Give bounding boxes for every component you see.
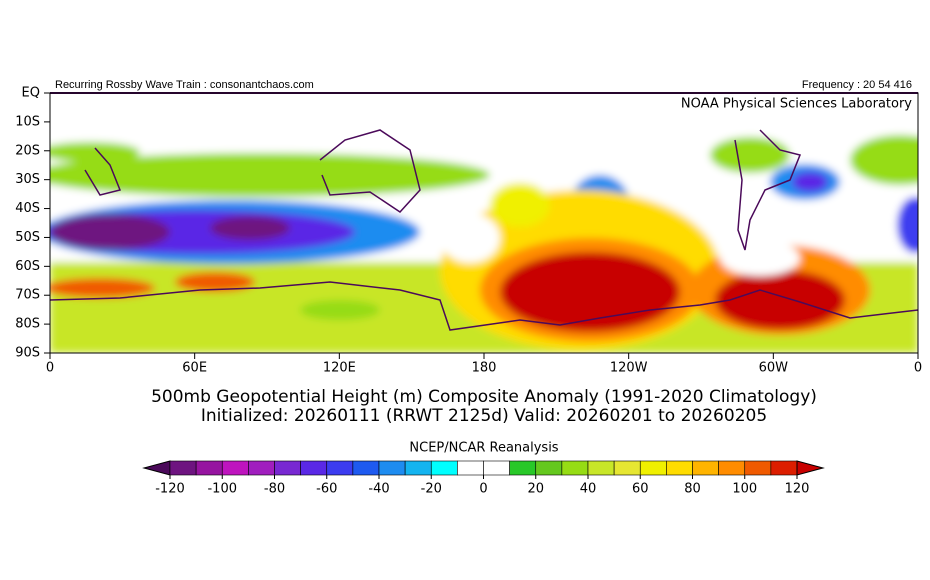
lat-label: 90S [15, 346, 40, 361]
lon-label: 60W [759, 361, 789, 376]
colorbar-swatch [509, 460, 537, 476]
colorbar-swatch [744, 460, 772, 476]
colorbar-swatch [404, 460, 432, 476]
lat-label: EQ [22, 86, 40, 101]
lon-label: 60E [182, 361, 207, 376]
colorbar-swatch [430, 460, 458, 476]
lat-label: 50S [15, 230, 40, 245]
colorbar-swatch [666, 460, 693, 476]
colorbar-tick-label: 120 [785, 482, 810, 497]
colorbar-tick-label: 80 [684, 482, 701, 497]
colorbar-swatch [587, 460, 615, 476]
colorbar-swatch [300, 460, 328, 476]
lat-label: 60S [15, 259, 40, 274]
colorbar-swatch [718, 460, 746, 476]
colorbar-swatch [378, 460, 406, 476]
colorbar-label: NCEP/NCAR Reanalysis [409, 441, 558, 456]
colorbar-arrow-right [796, 460, 825, 476]
lon-label: 180 [472, 361, 497, 376]
colorbar-tick-label: -100 [207, 482, 237, 497]
title-line2: Initialized: 20260111 (RRWT 2125d) Valid… [201, 406, 767, 426]
colorbar-swatch [352, 460, 380, 476]
lon-label: 120E [323, 361, 356, 376]
colorbar-tick-label: 0 [479, 482, 487, 497]
colorbar-swatch [457, 460, 484, 476]
colorbar-swatch [221, 460, 249, 476]
lat-label: 70S [15, 288, 40, 303]
colorbar-tick-label: 20 [527, 482, 544, 497]
colorbar-swatch [195, 460, 223, 476]
lat-label: 20S [15, 143, 40, 158]
header-left: Recurring Rossby Wave Train : consonantc… [55, 79, 314, 91]
colorbar-swatch [169, 460, 197, 476]
colorbar-swatch [613, 460, 641, 476]
colorbar-swatch [692, 460, 719, 476]
lat-label: 10S [15, 114, 40, 129]
colorbar-swatch [535, 460, 563, 476]
colorbar-tick-label: 60 [632, 482, 649, 497]
colorbar-tick-label: -60 [316, 482, 337, 497]
lat-label: 30S [15, 172, 40, 187]
colorbar-swatch [770, 460, 798, 476]
lat-label: 40S [15, 201, 40, 216]
colorbar-swatch [639, 460, 667, 476]
colorbar-tick-label: -20 [421, 482, 442, 497]
anomaly-field [50, 93, 918, 353]
lon-label: 0 [914, 361, 922, 376]
colorbar-tick-label: -80 [264, 482, 285, 497]
colorbar-swatch [483, 460, 510, 476]
lat-label: 80S [15, 317, 40, 332]
lon-label: 0 [46, 361, 54, 376]
lon-label: 120W [610, 361, 648, 376]
colorbar-swatch [326, 460, 354, 476]
colorbar-arrow-left [142, 460, 171, 476]
colorbar-tick-label: 40 [580, 482, 597, 497]
colorbar-tick-label: -120 [155, 482, 185, 497]
title-line1: 500mb Geopotential Height (m) Composite … [151, 387, 817, 407]
lab-label: NOAA Physical Sciences Laboratory [681, 97, 912, 112]
colorbar-tick-label: 100 [732, 482, 757, 497]
colorbar-swatch [274, 460, 301, 476]
colorbar-swatch [248, 460, 275, 476]
colorbar-tick-label: -40 [368, 482, 389, 497]
header-right: Frequency : 20 54 416 [802, 79, 912, 91]
colorbar-swatch [561, 460, 589, 476]
